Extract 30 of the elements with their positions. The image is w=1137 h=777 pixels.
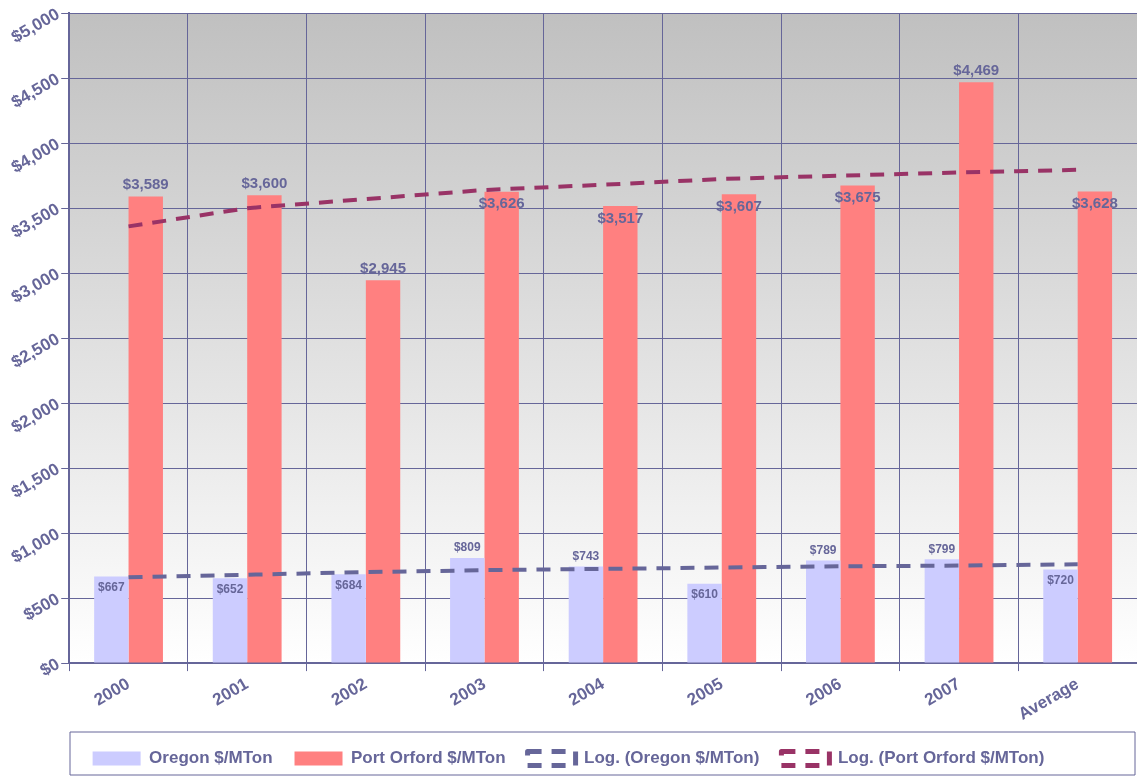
legend-label: Log. (Port Orford $/MTon)	[837, 748, 1045, 768]
x-tick-label: 2004	[565, 673, 608, 710]
y-tick-label: $0	[36, 654, 63, 681]
data-label: $3,628	[1071, 194, 1118, 212]
data-label: $743	[572, 548, 600, 563]
data-label: $3,607	[716, 196, 762, 214]
data-label: $4,469	[953, 60, 1000, 78]
legend-label: Port Orford $/MTon	[351, 748, 506, 768]
data-label: $3,517	[597, 208, 644, 226]
data-label: $789	[809, 542, 837, 557]
data-label: $667	[98, 579, 126, 594]
x-tick-label: 2003	[446, 674, 489, 710]
data-label: $799	[928, 541, 956, 556]
legend-label: Oregon $/MTon	[149, 748, 273, 768]
data-label: $652	[216, 581, 244, 596]
legend-label: Log. (Oregon $/MTon)	[584, 748, 760, 768]
data-label: $720	[1047, 572, 1075, 587]
data-label: $3,600	[241, 173, 288, 191]
data-label: $2,945	[360, 258, 406, 276]
y-tick-label: $500	[20, 589, 63, 625]
x-tick-label: 2000	[90, 674, 133, 710]
data-label: $610	[691, 587, 719, 602]
data-label: $3,675	[834, 188, 881, 206]
data-label: $3,626	[478, 194, 525, 212]
x-tick-label: 2002	[327, 674, 371, 710]
data-label: $684	[335, 577, 363, 592]
x-tick-label: 2006	[802, 674, 845, 710]
data-label: $3,589	[122, 175, 169, 193]
x-tick-label: 2001	[209, 674, 252, 710]
data-label: $809	[453, 540, 481, 555]
